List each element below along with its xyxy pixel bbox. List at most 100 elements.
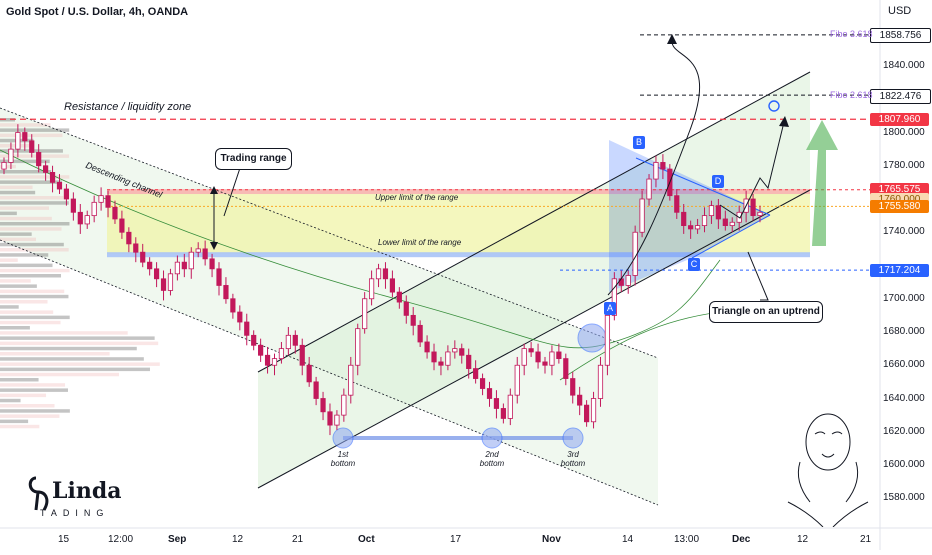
triangle-callout-pointer	[747, 251, 769, 301]
volume-bar	[0, 248, 69, 252]
volume-bar	[0, 227, 62, 231]
point-a-marker: A	[604, 302, 616, 315]
volume-bar	[0, 268, 70, 273]
volume-bar	[0, 222, 70, 226]
candle-down	[133, 243, 139, 253]
trading-range-zone	[107, 189, 810, 254]
candle-down	[577, 394, 583, 406]
volume-bar	[0, 201, 69, 205]
candle-down	[216, 268, 222, 286]
lower-limit-label: Lower limit of the range	[378, 238, 462, 247]
triangle-callout: Triangle on an uptrend	[709, 301, 823, 323]
candle-up	[646, 178, 652, 200]
candle-down	[112, 206, 118, 220]
price-level-tag: 1858.756	[870, 28, 931, 44]
candle-up	[1, 162, 7, 170]
volume-bar	[0, 216, 52, 221]
candle-down	[43, 165, 49, 173]
price-level-tag: 1807.960	[870, 112, 929, 126]
volume-bar	[0, 398, 21, 403]
volume-bar	[0, 118, 15, 122]
volume-bar	[0, 388, 68, 392]
candle-up	[507, 394, 513, 419]
volume-bar	[0, 393, 47, 398]
volume-bar	[0, 289, 65, 294]
time-tick-label: 12	[797, 534, 809, 545]
time-tick-label: 14	[622, 534, 634, 545]
volume-bar	[0, 372, 120, 377]
candle-down	[202, 248, 208, 260]
point-d-marker: D	[712, 175, 724, 188]
candle-down	[715, 205, 721, 220]
candle-up	[729, 221, 735, 226]
volume-bar	[0, 159, 50, 164]
candle-down	[493, 398, 500, 409]
time-tick-label: 13:00	[674, 534, 700, 545]
candle-up	[611, 278, 617, 316]
svg-text:TADING: TADING	[40, 508, 109, 518]
candle-down	[722, 218, 728, 226]
candle-up	[521, 348, 527, 366]
candle-up	[188, 251, 194, 270]
candle-down	[63, 188, 70, 200]
volume-bar	[0, 175, 70, 179]
candle-down	[105, 195, 111, 208]
time-tick-label: 12:00	[108, 534, 134, 545]
projection-path-upper	[607, 39, 701, 296]
volume-bar	[0, 352, 110, 356]
volume-bar	[0, 300, 48, 304]
candle-down	[382, 268, 389, 280]
candle-down	[237, 311, 243, 323]
fibo-3618-label: Fibo 3.618	[830, 29, 873, 39]
volume-bar	[0, 154, 70, 158]
candle-up	[757, 211, 763, 217]
upper-limit-label: Upper limit of the range	[375, 193, 459, 202]
price-tick-label: 1620.000	[883, 425, 925, 437]
candle-down	[660, 162, 666, 170]
candle-down	[244, 321, 250, 336]
candle-down	[396, 291, 402, 303]
candle-down	[140, 251, 146, 263]
linda-trading-logo: Linda TADING	[28, 476, 121, 518]
candle-up	[278, 348, 285, 360]
arrows-layer	[210, 34, 838, 301]
candle-down	[479, 378, 486, 389]
candle-up	[285, 334, 291, 350]
candle-down	[417, 324, 423, 343]
moving-average-line-2	[559, 311, 721, 381]
candle-up	[348, 364, 354, 396]
candle-down	[209, 258, 215, 270]
target-crosshair-icon	[768, 100, 780, 112]
volume-bar	[0, 414, 60, 418]
candle-down	[181, 261, 187, 270]
bottom-circle	[481, 427, 503, 449]
candle-up	[590, 398, 597, 423]
volume-bar	[0, 279, 31, 283]
candle-down	[618, 278, 624, 286]
volume-bar	[0, 242, 64, 247]
price-level-tag: 1755.580	[870, 199, 929, 213]
price-level-tag: 1822.476	[870, 88, 931, 104]
candle-down	[563, 358, 569, 379]
price-tick-label: 1740.000	[883, 226, 925, 238]
range-arrow-top	[210, 186, 218, 194]
price-tick-label: 1780.000	[883, 159, 925, 171]
time-tick-label: 21	[292, 534, 304, 545]
volume-bar	[0, 404, 55, 408]
first-bottom-label: 1st bottom	[330, 450, 356, 468]
candle-down	[459, 348, 465, 356]
fibo-2618-label: Fibo 2.618	[830, 90, 873, 100]
candle-down	[36, 152, 42, 167]
candle-up	[701, 215, 708, 227]
volume-bar	[0, 357, 144, 361]
volume-bar	[0, 206, 49, 210]
volume-bar	[0, 424, 40, 429]
volume-bar	[0, 367, 150, 372]
price-tick-label: 1800.000	[883, 126, 925, 138]
candle-up	[167, 273, 174, 291]
time-tick-label: Dec	[732, 534, 751, 545]
candle-down	[299, 344, 305, 366]
lines-layer	[0, 34, 880, 506]
